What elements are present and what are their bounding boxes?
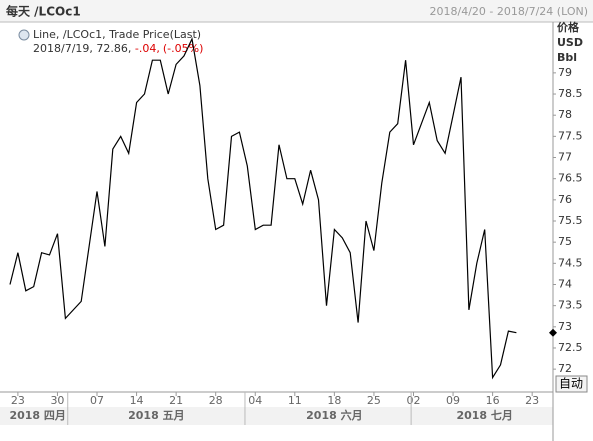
- y-tick-label: 73: [558, 320, 572, 333]
- y-tick-label: 73.5: [558, 299, 583, 312]
- legend-change: -.04,: [135, 42, 160, 55]
- x-tick-label: 23: [11, 394, 25, 407]
- month-label: 2018 五月: [128, 409, 184, 422]
- y-tick-label: 74.5: [558, 256, 583, 269]
- x-tick-label: 18: [327, 394, 341, 407]
- unit-label: USD: [557, 36, 583, 49]
- x-tick-label: 30: [50, 394, 64, 407]
- y-tick-label: 74: [558, 277, 572, 290]
- legend-readout: 2018/7/19, 72.86, -.04, (-.05%): [33, 42, 203, 55]
- price-line: [9, 37, 517, 380]
- y-tick-label: 76.5: [558, 172, 583, 185]
- y-tick-label: 79: [558, 66, 572, 79]
- month-label: 2018 四月: [9, 409, 65, 422]
- month-band: [0, 407, 553, 425]
- legend-icon: [18, 29, 30, 41]
- x-tick-label: 25: [367, 394, 381, 407]
- y-tick-label: 72: [558, 362, 572, 375]
- y-tick-label: 77.5: [558, 129, 583, 142]
- x-tick-label: 04: [248, 394, 262, 407]
- auto-button[interactable]: [555, 375, 588, 393]
- last-price-marker: [549, 328, 557, 337]
- month-label: 2018 六月: [306, 408, 362, 422]
- x-tick-label: 07: [90, 394, 104, 407]
- unit-label: Bbl: [557, 51, 577, 64]
- date-range: 2018/4/20 - 2018/7/24 (LON): [430, 5, 588, 18]
- sep: ,: [89, 42, 96, 55]
- x-tick-label: 14: [130, 394, 144, 407]
- unit-label: 价格: [557, 20, 580, 34]
- chart-title: 每天 /LCOc1: [6, 4, 81, 19]
- y-tick-label: 78: [558, 108, 572, 121]
- x-tick-label: 11: [288, 394, 302, 407]
- y-tick-label: 77: [558, 151, 572, 164]
- y-tick-label: 75: [558, 235, 572, 248]
- sep: ,: [128, 42, 135, 55]
- month-label: 2018 七月: [456, 408, 512, 422]
- legend-change-pct: (-.05%): [163, 42, 204, 55]
- x-tick-label: 02: [406, 394, 420, 407]
- legend-last: 72.86: [96, 42, 128, 55]
- y-tick-label: 72.5: [558, 341, 583, 354]
- x-tick-label: 16: [486, 394, 500, 407]
- y-tick-label: 76: [558, 193, 572, 206]
- x-tick-label: 21: [169, 394, 183, 407]
- x-tick-label: 23: [525, 394, 539, 407]
- legend-series: Line, /LCOc1, Trade Price(Last): [33, 28, 201, 41]
- x-tick-label: 09: [446, 394, 460, 407]
- y-tick-label: 78.5: [558, 87, 583, 100]
- y-tick-label: 75.5: [558, 214, 583, 227]
- legend-date: 2018/7/19: [33, 42, 89, 55]
- title-bar: [0, 0, 593, 22]
- x-tick-label: 28: [209, 394, 223, 407]
- auto-button-label[interactable]: 自动: [559, 377, 583, 391]
